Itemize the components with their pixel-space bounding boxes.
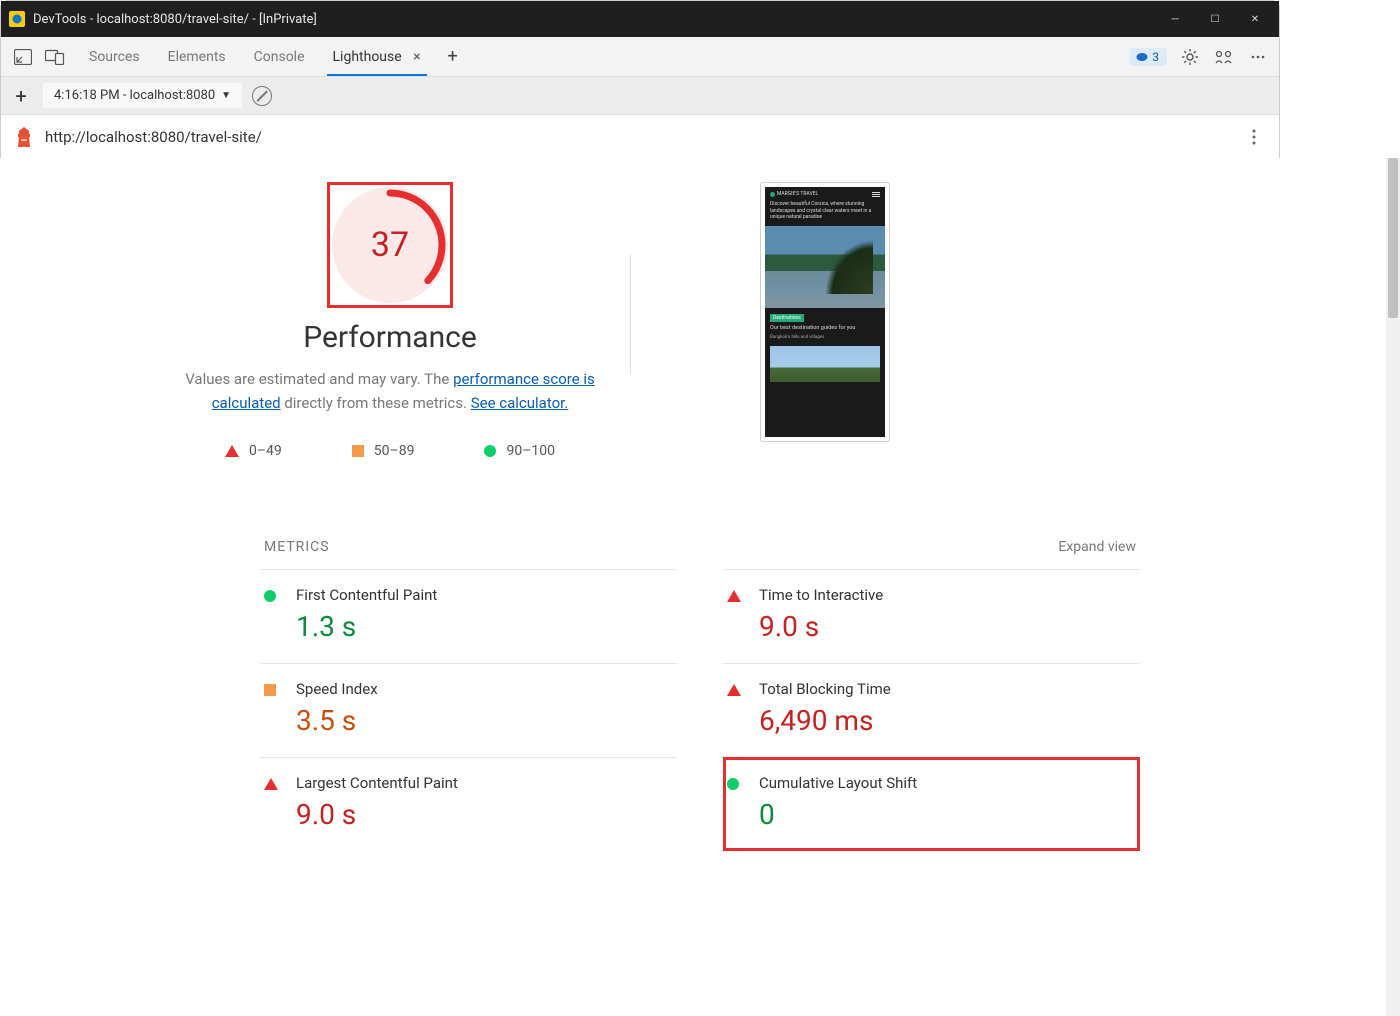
maximize-button[interactable]: ☐ xyxy=(1207,14,1223,25)
circle-icon xyxy=(484,445,496,457)
report-content: 37 Performance Values are estimated and … xyxy=(0,158,1400,1016)
metric-indicator-icon xyxy=(727,586,743,643)
metric-value: 1.3 s xyxy=(296,610,673,643)
dropdown-caret-icon: ▼ xyxy=(221,90,231,101)
metric-indicator-icon xyxy=(264,680,280,737)
metric-time-to-interactive[interactable]: Time to Interactive 9.0 s xyxy=(723,569,1140,663)
scrollbar[interactable]: ▲ xyxy=(1386,158,1400,1016)
performance-gauge[interactable]: 37 xyxy=(332,187,448,303)
metric-speed-index[interactable]: Speed Index 3.5 s xyxy=(260,663,677,757)
close-button[interactable]: ✕ xyxy=(1247,14,1263,25)
metric-first-contentful-paint[interactable]: First Contentful Paint 1.3 s xyxy=(260,569,677,663)
legend-pass: 90–100 xyxy=(484,443,555,459)
legend-avg: 50–89 xyxy=(352,443,415,459)
metric-value: 0 xyxy=(759,798,1136,831)
dock-side-icon[interactable] xyxy=(11,45,35,69)
metric-label: Total Blocking Time xyxy=(759,680,1136,698)
metric-value: 6,490 ms xyxy=(759,704,1136,737)
issues-count: 3 xyxy=(1152,50,1159,64)
triangle-icon xyxy=(225,445,239,457)
metric-indicator-icon xyxy=(264,774,280,831)
metric-total-blocking-time[interactable]: Total Blocking Time 6,490 ms xyxy=(723,663,1140,757)
metric-largest-contentful-paint[interactable]: Largest Contentful Paint 9.0 s xyxy=(260,757,677,851)
metric-label: First Contentful Paint xyxy=(296,586,673,604)
tab-sources[interactable]: Sources xyxy=(75,39,154,75)
add-tab-button[interactable]: + xyxy=(439,43,467,71)
legend-fail: 0–49 xyxy=(225,443,282,459)
performance-gauge-highlight: 37 xyxy=(327,182,453,308)
issues-counter[interactable]: 3 xyxy=(1130,48,1167,66)
close-tab-icon[interactable]: × xyxy=(413,49,420,65)
metric-value: 3.5 s xyxy=(296,704,673,737)
devtools-app-icon xyxy=(9,11,25,27)
expand-view-button[interactable]: Expand view xyxy=(1058,539,1136,555)
tab-elements[interactable]: Elements xyxy=(154,39,240,75)
calculator-link[interactable]: See calculator. xyxy=(471,394,569,412)
metric-value: 9.0 s xyxy=(759,610,1136,643)
minimize-button[interactable]: ─ xyxy=(1167,14,1183,25)
metric-value: 9.0 s xyxy=(296,798,673,831)
tab-lighthouse[interactable]: Lighthouse × xyxy=(319,39,435,75)
metric-label: Speed Index xyxy=(296,680,673,698)
window-titlebar: DevTools - localhost:8080/travel-site/ -… xyxy=(1,1,1279,37)
gauge-arc xyxy=(332,187,448,303)
preview-hero-text: Discover beautiful Corsica, where stunni… xyxy=(765,201,885,226)
page-screenshot-thumbnail[interactable]: MARGIE'S TRAVEL Discover beautiful Corsi… xyxy=(760,182,890,442)
metrics-heading: METRICS xyxy=(264,539,330,555)
metric-label: Time to Interactive xyxy=(759,586,1136,604)
tab-console[interactable]: Console xyxy=(240,39,319,75)
device-toggle-icon[interactable] xyxy=(43,45,67,69)
lighthouse-toolbar: + 4:16:18 PM - localhost:8080 ▼ xyxy=(1,77,1279,115)
more-menu-icon[interactable] xyxy=(1247,46,1269,68)
scrollbar-thumb[interactable] xyxy=(1388,158,1398,318)
hamburger-icon xyxy=(872,192,880,197)
clear-report-icon[interactable] xyxy=(252,86,272,106)
feedback-icon[interactable] xyxy=(1213,46,1235,68)
preview-caption: Bangkok's hills and villages xyxy=(765,335,885,346)
report-selector[interactable]: 4:16:18 PM - localhost:8080 ▼ xyxy=(43,83,242,108)
metric-indicator-icon xyxy=(727,774,743,831)
preview-subtitle: Our best destination guides for you xyxy=(765,325,885,335)
window-controls: ─ ☐ ✕ xyxy=(1167,14,1271,25)
metric-indicator-icon xyxy=(727,680,743,737)
tab-lighthouse-label: Lighthouse xyxy=(333,49,402,65)
score-legend: 0–49 50–89 90–100 xyxy=(180,443,600,459)
devtools-tabstrip: Sources Elements Console Lighthouse × + … xyxy=(1,37,1279,77)
settings-gear-icon[interactable] xyxy=(1179,46,1201,68)
report-url: http://localhost:8080/travel-site/ xyxy=(45,128,1231,146)
report-selector-label: 4:16:18 PM - localhost:8080 xyxy=(54,88,215,103)
report-url-bar: http://localhost:8080/travel-site/ xyxy=(1,115,1279,159)
metric-indicator-icon xyxy=(264,586,280,643)
section-divider xyxy=(630,254,631,374)
gauge-description: Values are estimated and may vary. The p… xyxy=(180,367,600,415)
metric-cumulative-layout-shift[interactable]: Cumulative Layout Shift 0 xyxy=(723,757,1140,851)
square-icon xyxy=(352,445,364,457)
lighthouse-logo-icon xyxy=(15,126,33,148)
metric-label: Largest Contentful Paint xyxy=(296,774,673,792)
new-report-button[interactable]: + xyxy=(9,84,33,108)
report-menu-icon[interactable] xyxy=(1243,126,1265,148)
window-title: DevTools - localhost:8080/travel-site/ -… xyxy=(33,12,1167,27)
metric-label: Cumulative Layout Shift xyxy=(759,774,1136,792)
preview-brand: MARGIE'S TRAVEL xyxy=(777,191,818,197)
gauge-title: Performance xyxy=(180,320,600,355)
preview-badge: Destinations xyxy=(770,314,804,322)
